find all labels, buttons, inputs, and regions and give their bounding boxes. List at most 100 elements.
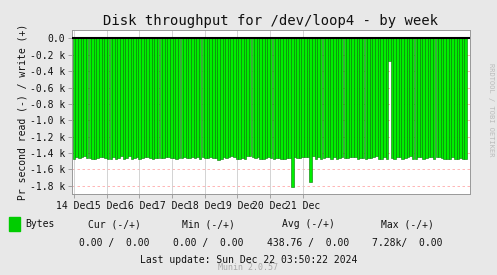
Bar: [333, 39, 335, 157]
Bar: [404, 39, 407, 158]
Bar: [459, 39, 462, 158]
Bar: [117, 39, 120, 158]
Bar: [378, 39, 380, 159]
Bar: [91, 39, 94, 159]
Bar: [73, 39, 76, 159]
Bar: [349, 39, 351, 157]
Bar: [212, 39, 215, 158]
Bar: [215, 39, 217, 158]
Bar: [280, 39, 283, 158]
Bar: [283, 39, 286, 159]
Bar: [462, 39, 464, 159]
Bar: [107, 39, 109, 159]
Bar: [209, 39, 212, 158]
Bar: [427, 39, 430, 157]
Bar: [115, 39, 117, 159]
Bar: [454, 39, 457, 160]
Text: Cur (-/+): Cur (-/+): [88, 219, 141, 229]
Bar: [99, 39, 101, 157]
Bar: [139, 39, 141, 159]
Bar: [296, 39, 299, 158]
Bar: [175, 39, 178, 159]
Bar: [370, 39, 372, 158]
Bar: [457, 39, 459, 160]
Y-axis label: Pr second read (-) / write (+): Pr second read (-) / write (+): [17, 24, 27, 200]
Bar: [346, 39, 349, 158]
Bar: [83, 39, 86, 156]
Text: Munin 2.0.57: Munin 2.0.57: [219, 263, 278, 272]
Bar: [109, 39, 112, 159]
Bar: [217, 39, 220, 160]
Bar: [451, 39, 454, 157]
Bar: [441, 39, 443, 158]
Bar: [233, 39, 236, 157]
Bar: [170, 39, 172, 158]
Bar: [272, 39, 275, 159]
Bar: [141, 39, 144, 158]
Bar: [275, 39, 278, 158]
Bar: [191, 39, 194, 157]
Bar: [228, 39, 231, 157]
Bar: [307, 39, 309, 157]
Bar: [435, 39, 438, 157]
Text: 7.28k/  0.00: 7.28k/ 0.00: [372, 238, 443, 248]
Bar: [465, 39, 467, 159]
Bar: [244, 39, 246, 159]
Text: 0.00 /  0.00: 0.00 / 0.00: [79, 238, 150, 248]
Bar: [412, 39, 414, 159]
Bar: [417, 39, 419, 157]
Bar: [388, 39, 391, 61]
Bar: [386, 39, 388, 159]
Bar: [202, 39, 204, 157]
Text: Max (-/+): Max (-/+): [381, 219, 434, 229]
Text: Min (-/+): Min (-/+): [182, 219, 235, 229]
Bar: [315, 39, 317, 160]
Bar: [302, 39, 304, 157]
Text: Last update: Sun Dec 22 03:50:22 2024: Last update: Sun Dec 22 03:50:22 2024: [140, 255, 357, 265]
Bar: [338, 39, 341, 158]
Bar: [380, 39, 383, 159]
Bar: [391, 39, 394, 158]
Bar: [375, 39, 378, 156]
Bar: [254, 39, 257, 158]
Bar: [188, 39, 191, 158]
Bar: [365, 39, 367, 159]
Bar: [278, 39, 280, 158]
Title: Disk throughput for /dev/loop4 - by week: Disk throughput for /dev/loop4 - by week: [103, 14, 438, 28]
Bar: [438, 39, 441, 157]
Bar: [422, 39, 425, 159]
Bar: [383, 39, 386, 157]
Bar: [236, 39, 238, 159]
Bar: [325, 39, 328, 157]
Bar: [335, 39, 338, 159]
Bar: [430, 39, 433, 157]
Bar: [257, 39, 259, 157]
Bar: [207, 39, 209, 158]
Bar: [239, 39, 241, 158]
Bar: [343, 39, 346, 158]
Text: 438.76 /  0.00: 438.76 / 0.00: [267, 238, 349, 248]
Bar: [433, 39, 435, 159]
Bar: [128, 39, 131, 156]
Bar: [76, 39, 78, 157]
Bar: [120, 39, 123, 156]
Bar: [420, 39, 422, 156]
Bar: [449, 39, 451, 159]
Bar: [162, 39, 165, 158]
Bar: [309, 39, 312, 182]
Bar: [372, 39, 375, 157]
Bar: [160, 39, 162, 158]
Bar: [267, 39, 270, 157]
Bar: [144, 39, 146, 157]
Text: RRDTOOL / TOBI OETIKER: RRDTOOL / TOBI OETIKER: [488, 63, 494, 157]
Bar: [172, 39, 175, 158]
Bar: [180, 39, 183, 158]
Bar: [194, 39, 196, 158]
Bar: [312, 39, 315, 156]
Bar: [136, 39, 138, 156]
Bar: [223, 39, 225, 157]
Bar: [351, 39, 354, 157]
Bar: [304, 39, 307, 156]
Bar: [241, 39, 244, 158]
Bar: [291, 39, 294, 187]
